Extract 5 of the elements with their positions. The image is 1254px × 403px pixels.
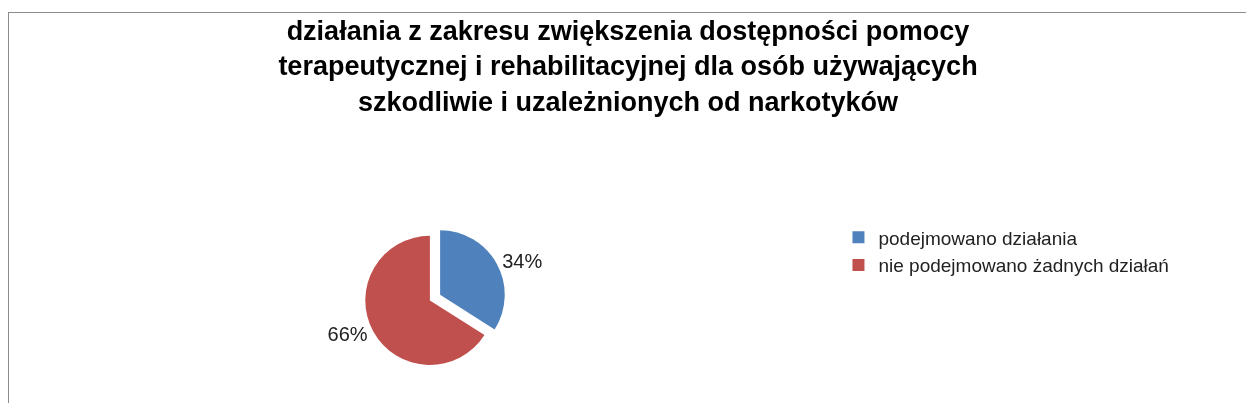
legend-label: podejmowano działania <box>878 227 1078 249</box>
data-label: 34% <box>502 250 543 273</box>
data-label: 66% <box>327 323 368 346</box>
legend-label: nie podejmowano żadnych działań <box>878 255 1169 277</box>
chart-title: działania z zakresu zwiększenia dostępności pomocy terapeutycznej i rehabilitacyjnej dla osób używających szkodliwie i uzależnionych od narkotyków <box>278 16 978 117</box>
